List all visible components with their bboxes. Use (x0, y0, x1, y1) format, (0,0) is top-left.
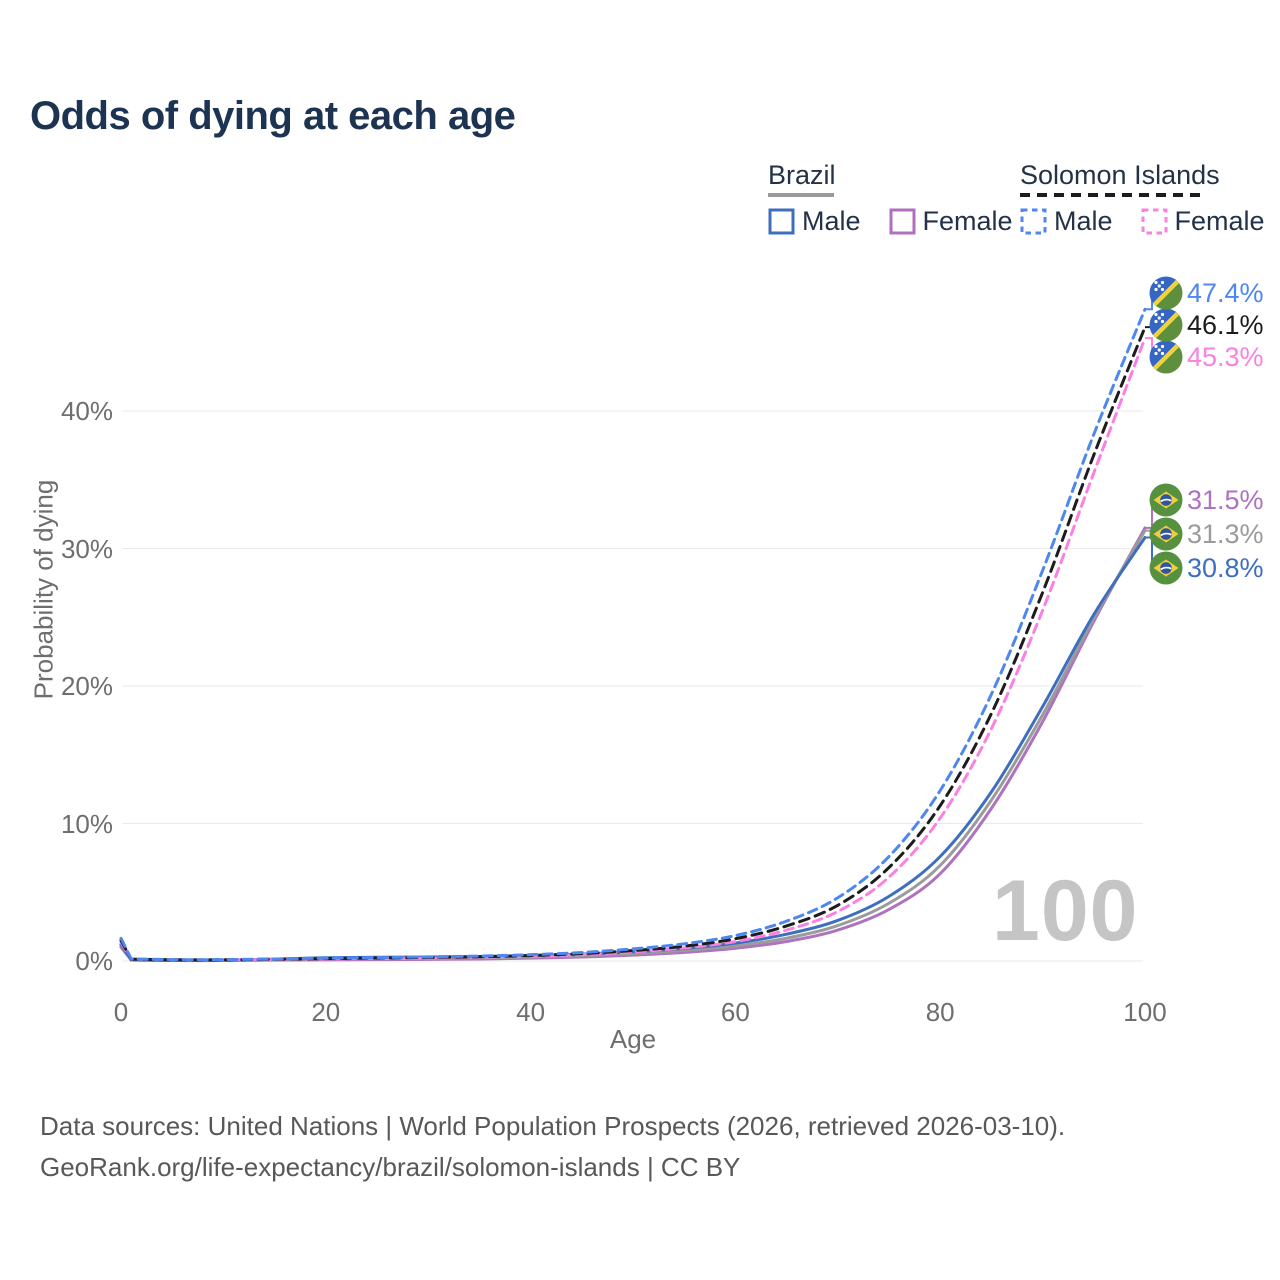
end-label-solomon-islands-all: 46.1% (1187, 310, 1264, 340)
end-label-brazil-all: 31.3% (1187, 519, 1264, 549)
end-label-brazil-male: 30.8% (1187, 553, 1264, 583)
y-tick-30%: 30% (60, 533, 113, 564)
legend-swatch-brazil-female (889, 208, 916, 235)
y-tick-40%: 40% (60, 396, 113, 426)
data-sources-line: Data sources: United Nations | World Pop… (40, 1111, 1066, 1141)
series-line-brazil-female (119, 526, 1147, 963)
x-tick-40: 40 (516, 997, 546, 1027)
y-tick-20%: 20% (60, 671, 113, 701)
legend-label: Male (1054, 206, 1113, 236)
legend-label: Male (802, 206, 861, 236)
brazil-flag-icon (1148, 550, 1184, 586)
leader-lines (1145, 293, 1153, 568)
legend-group-solomon-islands: Solomon Islands Male Female (1020, 161, 1265, 237)
series-line-solomon-islands-all (119, 325, 1147, 962)
footer: Data sources: United Nations | World Pop… (40, 1106, 1065, 1188)
x-axis-title: Age (609, 1024, 657, 1054)
legend-heading-solomon-islands: Solomon Islands (1020, 160, 1220, 190)
solomon-islands-flag-icon (1149, 308, 1183, 342)
source-url-line: GeoRank.org/life-expectancy/brazil/solom… (40, 1152, 741, 1182)
brazil-flag-icon (1148, 516, 1184, 552)
series-line-solomon-islands-female (119, 336, 1147, 962)
legend-label: Female (1174, 206, 1265, 236)
hover-age-watermark: 100 (992, 863, 1139, 959)
legend-label: Female (922, 206, 1013, 236)
y-tick-10%: 10% (60, 808, 113, 839)
legend-group-brazil: Brazil Male Female (768, 161, 1013, 237)
series-line-solomon-islands-male (119, 307, 1147, 962)
end-label-brazil-female: 31.5% (1187, 485, 1264, 515)
legend-item-brazil-female[interactable]: Female (889, 206, 1013, 237)
x-tick-80: 80 (925, 997, 955, 1027)
legend-swatch-solomon-female (1141, 208, 1168, 235)
legend-item-brazil-male[interactable]: Male (768, 206, 861, 237)
solomon-islands-flag-icon (1149, 340, 1183, 374)
legend-swatch-solomon-male (1020, 208, 1047, 235)
x-tick-20: 20 (311, 997, 341, 1027)
legend-underline-solid (768, 193, 834, 197)
solomon-islands-flag-icon (1149, 276, 1183, 310)
series-line-brazil-male (119, 536, 1147, 963)
legend-item-solomon-male[interactable]: Male (1020, 206, 1113, 237)
legend-swatch-brazil-male (768, 208, 795, 235)
flag-markers (1148, 276, 1184, 586)
brazil-flag-icon (1148, 482, 1184, 518)
x-tick-0: 0 (113, 997, 129, 1027)
end-label-solomon-islands-female: 45.3% (1187, 342, 1264, 372)
page-title: Odds of dying at each age (30, 94, 516, 138)
legend-underline-dashed (1020, 193, 1204, 197)
x-tick-100: 100 (1123, 997, 1167, 1027)
series-line-brazil-all (119, 529, 1147, 963)
y-tick-0%: 0% (75, 946, 113, 976)
gridlines (123, 410, 1143, 962)
legend-heading-brazil: Brazil (768, 160, 836, 190)
series-lines (119, 307, 1147, 963)
legend-item-solomon-female[interactable]: Female (1141, 206, 1265, 237)
x-tick-60: 60 (720, 997, 750, 1027)
end-label-solomon-islands-male: 47.4% (1187, 278, 1264, 308)
